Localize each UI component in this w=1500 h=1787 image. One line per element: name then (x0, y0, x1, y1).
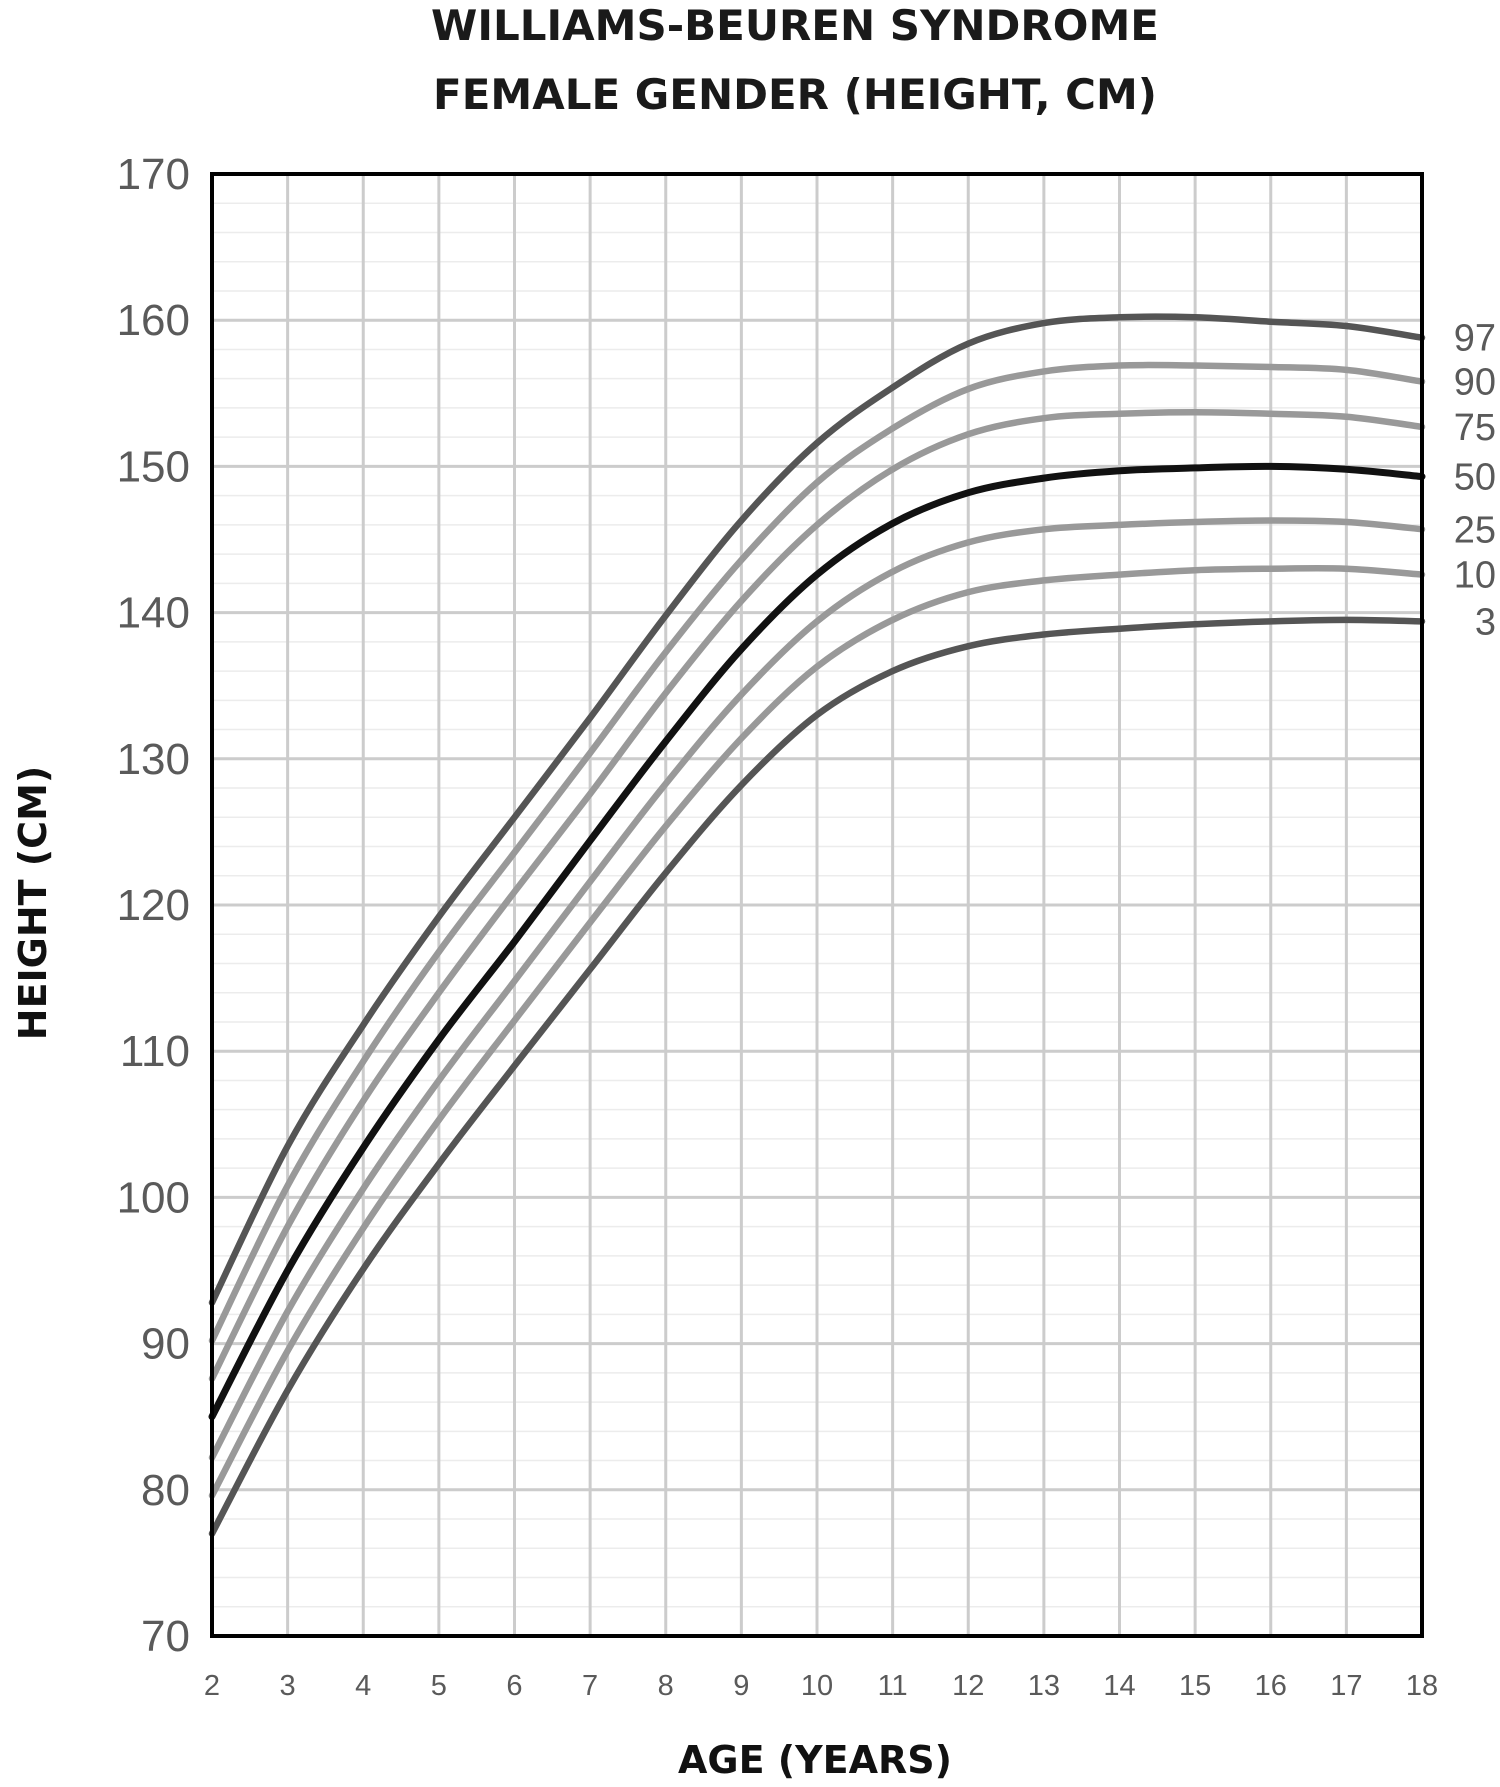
series-line-p90 (208, 361, 1426, 1344)
chart-title-line-1: WILLIAMS-BEUREN SYNDROME (431, 1, 1159, 50)
x-tick-label: 14 (1103, 1670, 1135, 1702)
series-label-p25: 25 (1454, 509, 1496, 551)
series-label-p90: 90 (1454, 362, 1496, 404)
y-tick-label: 90 (141, 1320, 190, 1369)
y-tick-label: 80 (141, 1466, 190, 1515)
x-axis-title: AGE (YEARS) (678, 1738, 952, 1782)
y-tick-label: 100 (117, 1173, 190, 1222)
y-tick-label: 130 (117, 735, 190, 784)
x-tick-label: 3 (280, 1670, 296, 1702)
series-line-p75 (208, 409, 1426, 1382)
y-tick-label: 70 (141, 1612, 190, 1661)
x-tick-label: 4 (355, 1670, 371, 1702)
y-tick-label: 170 (117, 150, 190, 199)
series-label-p3: 3 (1475, 601, 1496, 643)
y-tick-label: 120 (117, 881, 190, 930)
series-line-p50 (208, 462, 1426, 1421)
y-tick-label: 110 (120, 1027, 190, 1076)
x-tick-label: 7 (582, 1670, 598, 1702)
x-tick-label: 5 (431, 1670, 447, 1702)
x-tick-label: 16 (1255, 1670, 1287, 1702)
x-tick-label: 9 (733, 1670, 749, 1702)
y-tick-label: 160 (117, 296, 190, 345)
y-axis-title: HEIGHT (CM) (11, 766, 55, 1040)
y-tick-label: 140 (117, 589, 190, 638)
series-label-p10: 10 (1454, 555, 1496, 597)
y-axis-ticks: 70 80 90 100 110 120 130 140 150 160 170 (117, 150, 190, 1661)
x-tick-label: 6 (506, 1670, 522, 1702)
series-line-p25 (208, 517, 1426, 1461)
chart-title-line-2: FEMALE GENDER (HEIGHT, CM) (433, 70, 1157, 119)
x-tick-label: 17 (1330, 1670, 1362, 1702)
x-tick-label: 13 (1028, 1670, 1060, 1702)
series-label-p50: 50 (1454, 457, 1496, 499)
grid (210, 172, 1424, 1638)
series-label-p97: 97 (1454, 318, 1496, 360)
y-tick-label: 150 (117, 442, 190, 491)
series-line-p97 (208, 313, 1426, 1306)
series-line-p10 (208, 565, 1426, 1499)
x-tick-label: 10 (801, 1670, 833, 1702)
x-axis-ticks: 2 3 4 5 6 7 8 9 10 11 12 13 14 15 16 17 18 (204, 1670, 1438, 1702)
x-tick-label: 15 (1179, 1670, 1211, 1702)
x-tick-label: 8 (658, 1670, 674, 1702)
x-tick-label: 18 (1406, 1670, 1438, 1702)
x-tick-label: 12 (952, 1670, 984, 1702)
x-tick-label: 11 (878, 1670, 908, 1702)
x-tick-label: 2 (204, 1670, 220, 1702)
series-line-p3 (208, 616, 1426, 1537)
series-label-p75: 75 (1454, 407, 1496, 449)
plot-frame (210, 172, 1424, 1638)
percentile-lines (208, 313, 1426, 1537)
